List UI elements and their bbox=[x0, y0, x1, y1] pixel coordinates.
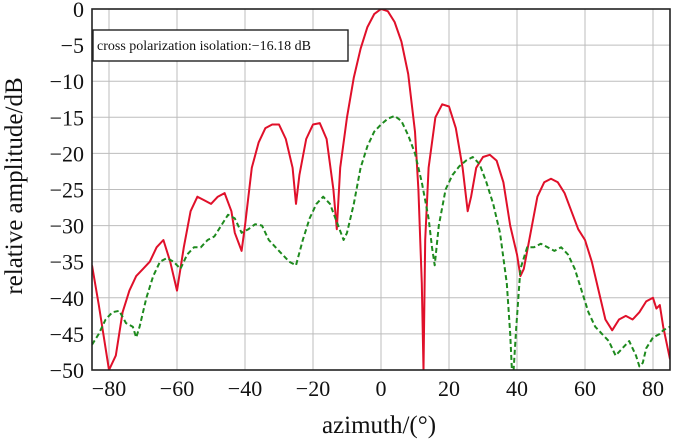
annotation-box: cross polarization isolation:−16.18 dB bbox=[92, 29, 349, 62]
y-tick-label: −20 bbox=[50, 141, 84, 166]
x-tick-label: −20 bbox=[296, 376, 330, 401]
series-line-1 bbox=[92, 9, 670, 370]
x-tick-label: −80 bbox=[92, 376, 126, 401]
x-tick-label: −40 bbox=[228, 376, 262, 401]
x-tick-label: 40 bbox=[506, 376, 528, 401]
x-tick-label: 20 bbox=[438, 376, 460, 401]
y-tick-label: −5 bbox=[61, 33, 84, 58]
series-line-2 bbox=[92, 114, 670, 370]
plot-frame bbox=[91, 8, 671, 371]
y-tick-label: −30 bbox=[50, 214, 84, 239]
y-tick-labels: 0 −5 −10 −15 −20 −25 −30 −35 −40 −45 −50 bbox=[50, 0, 84, 383]
y-tick-label: −10 bbox=[50, 69, 84, 94]
x-tick-label: 0 bbox=[376, 376, 387, 401]
x-tick-label: 80 bbox=[642, 376, 664, 401]
x-tick-label: −60 bbox=[160, 376, 194, 401]
y-tick-label: −50 bbox=[50, 358, 84, 383]
series-layer bbox=[92, 9, 670, 370]
y-tick-label: −15 bbox=[50, 105, 84, 130]
x-tick-labels: −80 −60 −40 −20 0 20 40 60 80 bbox=[92, 376, 664, 401]
y-tick-label: 0 bbox=[73, 0, 84, 22]
x-axis-label: azimuth/(°) bbox=[322, 412, 436, 439]
y-tick-label: −35 bbox=[50, 250, 84, 275]
annotation-text: cross polarization isolation:−16.18 dB bbox=[97, 39, 311, 54]
y-tick-label: −40 bbox=[50, 286, 84, 311]
y-tick-label: −45 bbox=[50, 322, 84, 347]
y-tick-label: −25 bbox=[50, 178, 84, 203]
y-axis-label: relative amplitude/dB bbox=[1, 77, 28, 294]
x-tick-label: 60 bbox=[574, 376, 596, 401]
